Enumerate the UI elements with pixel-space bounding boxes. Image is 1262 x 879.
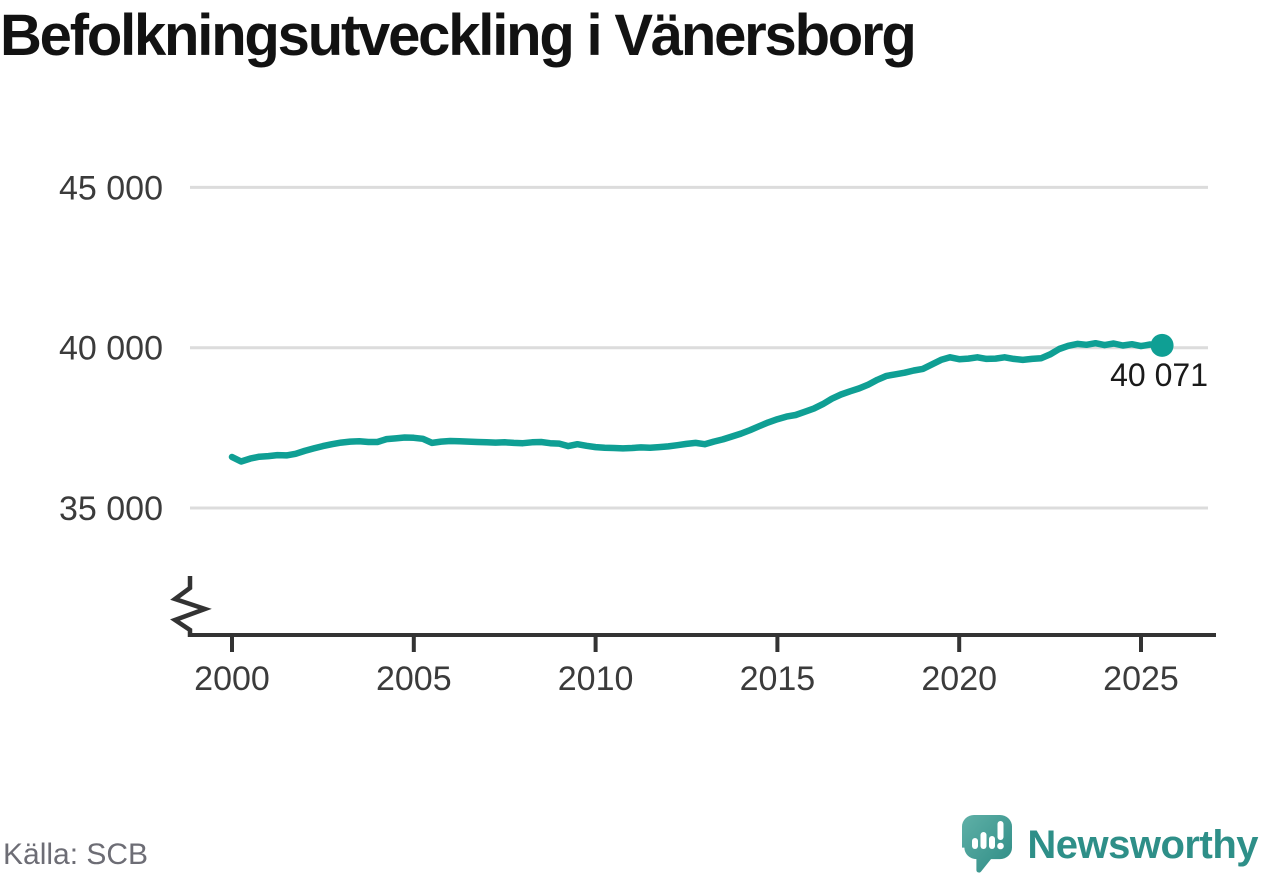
newsworthy-logo: Newsworthy xyxy=(962,813,1258,877)
x-tick-label: 2010 xyxy=(558,660,634,698)
x-tick-label: 2015 xyxy=(740,660,816,698)
population-line xyxy=(228,339,1166,465)
logo-exclamation-bar xyxy=(997,821,1004,840)
logo-bar-2 xyxy=(980,832,987,849)
population-line-chart: 35 000 40 000 45 000 2000 2005 2010 2015 2020 20… xyxy=(59,169,1216,698)
x-tick-label: 2000 xyxy=(194,660,270,698)
y-tick-label: 35 000 xyxy=(59,490,163,528)
logo-bar-1 xyxy=(972,838,979,849)
axis-break-icon xyxy=(170,576,212,637)
x-tick-label: 2020 xyxy=(921,660,997,698)
y-tick-label: 40 000 xyxy=(59,330,163,368)
end-value-label: 40 071 xyxy=(1110,357,1208,393)
logo-badge xyxy=(962,815,1013,873)
newsworthy-speech-bubble-bars-icon xyxy=(962,815,1013,873)
x-tick-label: 2005 xyxy=(376,660,452,698)
chart-title: Befolkningsutveckling i Vänersborg xyxy=(0,3,917,68)
x-tick-label: 2025 xyxy=(1103,660,1179,698)
source-note: Källa: SCB xyxy=(3,838,149,871)
newsworthy-logo-text: Newsworthy xyxy=(1027,823,1258,867)
end-point-marker xyxy=(1150,333,1174,357)
y-tick-label: 45 000 xyxy=(59,169,163,207)
logo-exclamation-dot xyxy=(997,842,1005,850)
logo-bar-3 xyxy=(989,836,996,849)
